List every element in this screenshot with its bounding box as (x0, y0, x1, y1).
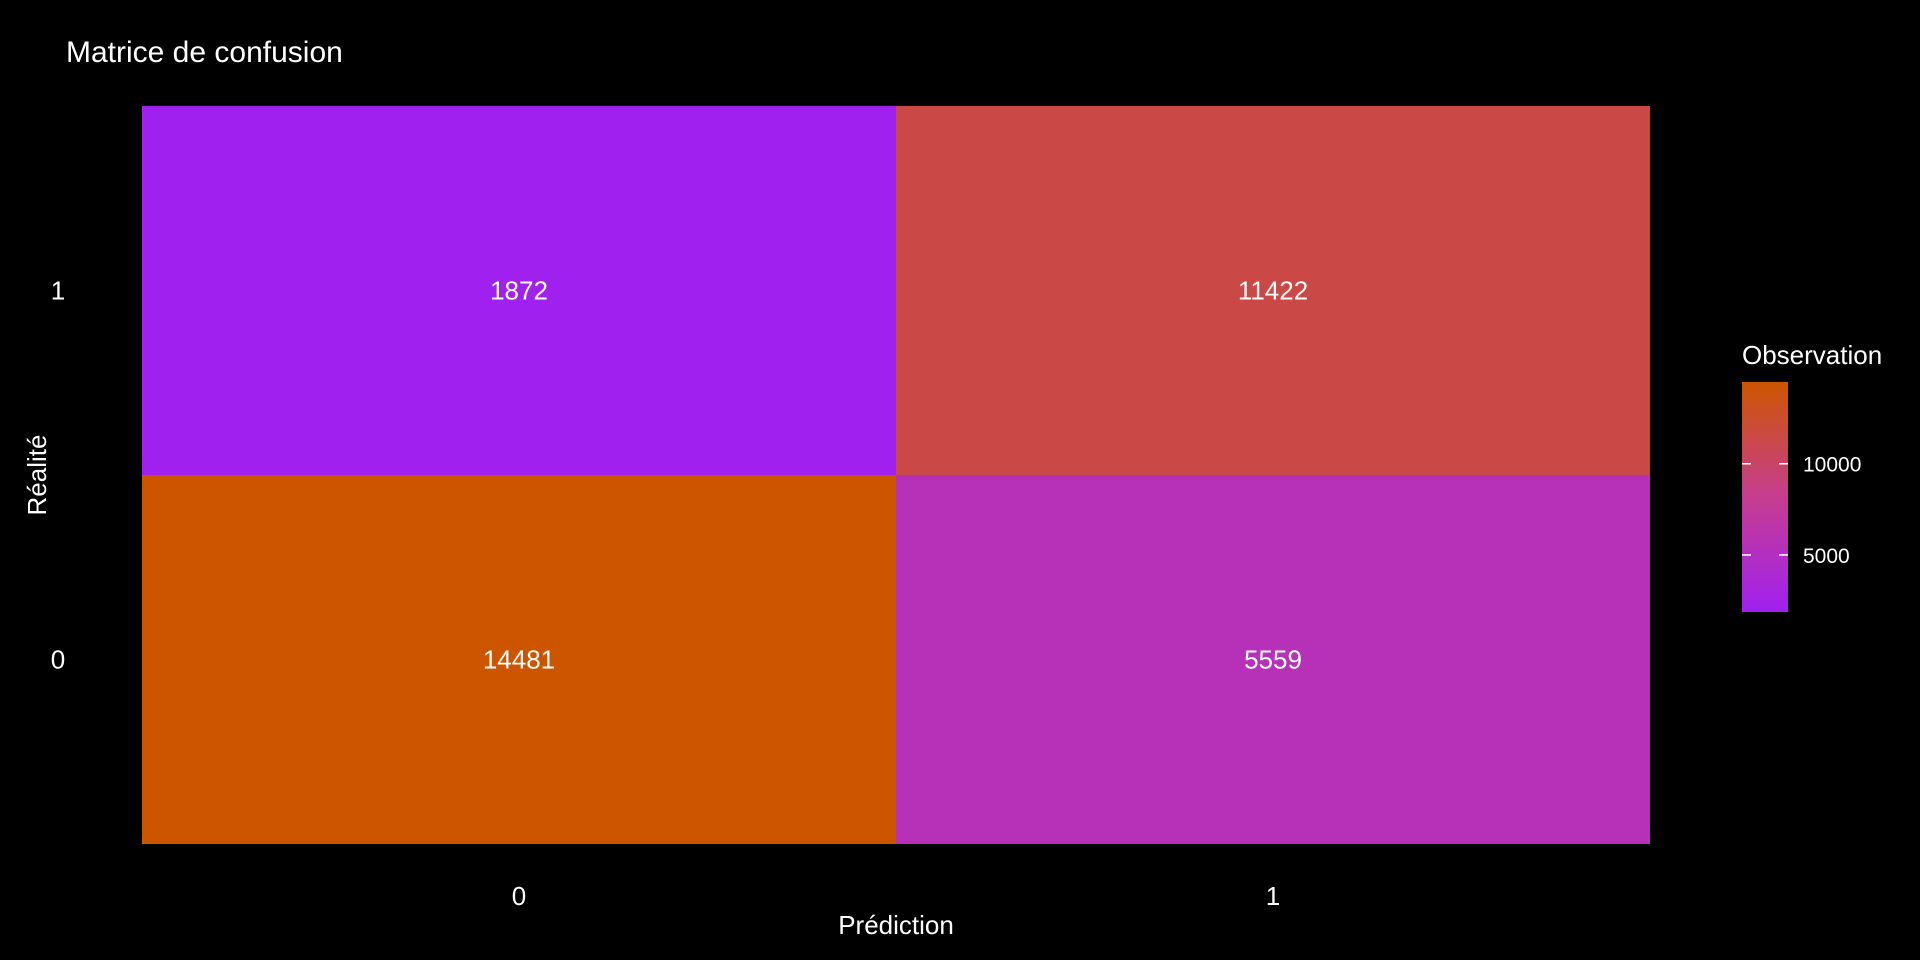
legend-tick-label: 10000 (1803, 454, 1861, 477)
x-tick-label: 1 (1266, 881, 1280, 911)
y-tick-label: 0 (51, 645, 65, 675)
legend-colorbar (1742, 382, 1788, 612)
heatmap-cell (142, 475, 896, 844)
y-axis-ticks: 01 (51, 276, 65, 675)
heatmap-cell (896, 106, 1650, 475)
legend-tick-label: 5000 (1803, 545, 1850, 568)
x-axis-label: Prédiction (838, 910, 954, 940)
heatmap-cells (142, 106, 1650, 844)
y-tick-label: 1 (51, 276, 65, 306)
cell-value-label: 11422 (1238, 276, 1308, 306)
cell-value-label: 1872 (490, 276, 548, 306)
legend-title: Observation (1742, 340, 1882, 370)
legend-ticks: 5000 10000 (1742, 454, 1861, 568)
cell-value-label: 5559 (1244, 645, 1302, 675)
x-tick-label: 0 (512, 881, 526, 911)
chart-title: Matrice de confusion (66, 36, 343, 69)
heatmap-cell (142, 106, 896, 475)
heatmap-cell (896, 475, 1650, 844)
cell-labels: 1872 11422 14481 5559 (483, 276, 1308, 675)
legend: Observation 5000 10000 (1742, 340, 1882, 612)
cell-value-label: 14481 (483, 645, 555, 675)
y-axis-label: Réalité (22, 435, 52, 516)
